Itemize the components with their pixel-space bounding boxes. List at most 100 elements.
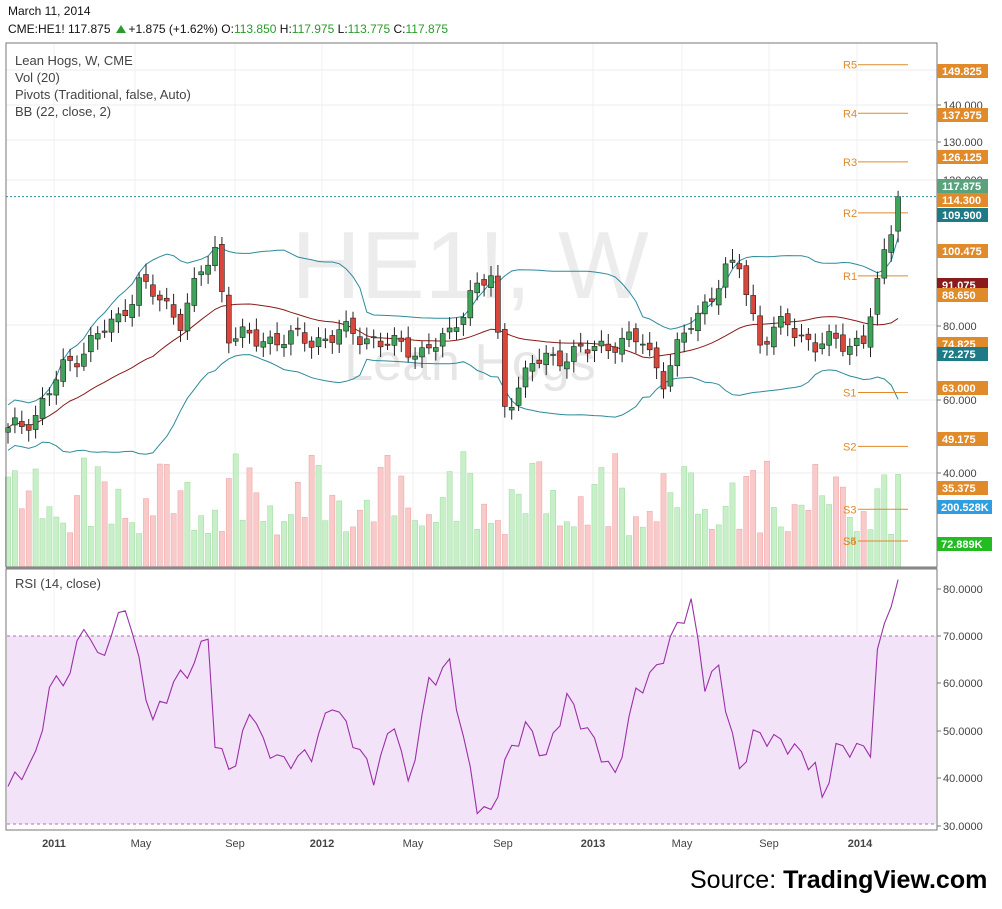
price-axis[interactable]: 140.000130.000120.00080.00060.00040.0001… [937, 64, 992, 551]
candle-body [384, 343, 391, 346]
rsi-pane [7, 579, 936, 825]
volume-bar [522, 513, 529, 568]
candle-body [784, 313, 791, 326]
volume-bar [501, 534, 508, 568]
candle-body [798, 334, 805, 337]
candle-body [136, 277, 142, 306]
source-brand: TradingView.com [783, 866, 988, 894]
candle-body [826, 331, 832, 346]
volume-bar [543, 513, 550, 568]
candle-body [515, 387, 522, 406]
volume-bar [881, 474, 888, 568]
volume-bar [122, 518, 129, 568]
pivot-label: S3 [843, 504, 856, 516]
volume-bar [219, 531, 225, 568]
candle-body [674, 339, 681, 367]
candle-body [895, 196, 901, 232]
price-label-box [937, 381, 988, 395]
candle-body [874, 278, 881, 315]
volume-bar [777, 526, 784, 568]
candle-body [867, 316, 874, 348]
candle-body [363, 338, 370, 345]
volume-bar [60, 522, 67, 568]
volume-bar [474, 529, 481, 568]
time-axis-label: 2014 [848, 838, 873, 850]
volume-bar [619, 487, 625, 568]
up-arrow-icon [115, 25, 126, 33]
watermark-name: Lean Hogs [344, 334, 596, 392]
volume-bar [722, 506, 729, 568]
bb-upper-line [7, 237, 899, 406]
candle-body [67, 355, 73, 361]
price-label-text: 49.175 [942, 434, 976, 446]
price-axis-label: 40.000 [943, 468, 977, 480]
legend: Lean Hogs, W, CME Vol (20) Pivots (Tradi… [15, 53, 191, 591]
open-label: O: [221, 22, 234, 36]
candle-body [495, 275, 501, 333]
source-prefix: Source: [690, 866, 784, 894]
candle-body [46, 393, 53, 396]
candle-body [791, 328, 798, 338]
quote-line: CME:HE1! 117.875 +1.875 (+1.62%) O:113.85… [8, 22, 448, 36]
candle-body [315, 337, 322, 348]
volume-bar [329, 494, 336, 568]
candle-body [722, 263, 729, 288]
volume-bar [357, 509, 363, 568]
volume-bar [460, 451, 467, 568]
candle-body [377, 340, 384, 348]
candle-body [598, 340, 605, 347]
candle-body [246, 329, 253, 334]
volume-bar [12, 470, 18, 568]
pivot-label: S1 [843, 388, 856, 400]
candle-body [267, 336, 274, 344]
volume-bar [274, 534, 280, 568]
candle-body [550, 354, 556, 356]
close-label: C: [393, 22, 406, 36]
candle-body [322, 338, 329, 342]
price-label-box [937, 244, 988, 258]
volume-bar [536, 461, 543, 568]
volume-bar [750, 470, 757, 568]
candle-body [101, 330, 108, 333]
candle-body [115, 313, 122, 323]
candle-body [294, 327, 301, 330]
volume-bar [336, 500, 343, 568]
candle-body [253, 329, 260, 347]
volume-bar [639, 526, 646, 568]
candle-body [467, 290, 474, 319]
volume-bar [688, 472, 694, 568]
pane-frames [5, 42, 938, 831]
candle-body [633, 328, 639, 343]
legend-rsi: RSI (14, close) [15, 576, 101, 591]
volume-bar [681, 466, 688, 568]
low-label: L: [337, 22, 348, 36]
volume-bar [764, 460, 770, 568]
candle-body [60, 359, 67, 382]
volume-bar [170, 513, 177, 568]
volume-bar [481, 503, 487, 568]
volume-bar [826, 504, 832, 568]
volume-bar [833, 476, 839, 568]
candle-body [198, 271, 204, 276]
candle-body [460, 317, 467, 325]
candle-body [667, 365, 674, 387]
candle-body [881, 249, 888, 279]
candle-body [708, 298, 715, 302]
candlesticks [5, 190, 937, 444]
time-axis[interactable]: 2011 May Sep 2012 May Sep 2013 May Sep 2014 [42, 838, 873, 850]
candle-body [281, 344, 287, 349]
volume-label-text: 200.528K [941, 502, 989, 514]
candle-body [343, 321, 349, 332]
rsi-axis[interactable]: 80.0000 70.0000 60.0000 50.0000 40.0000 30.00… [937, 584, 983, 833]
volume-bar [598, 467, 605, 568]
candle-body [536, 359, 543, 364]
open-value: 113.850 [233, 22, 277, 36]
bb-basis-line [7, 303, 899, 429]
candle-body [840, 334, 846, 352]
time-axis-label: 2012 [310, 838, 334, 850]
volume-bar [267, 505, 274, 568]
volume-bar [67, 532, 73, 568]
candle-body [646, 342, 653, 351]
time-axis-label: May [403, 838, 424, 850]
